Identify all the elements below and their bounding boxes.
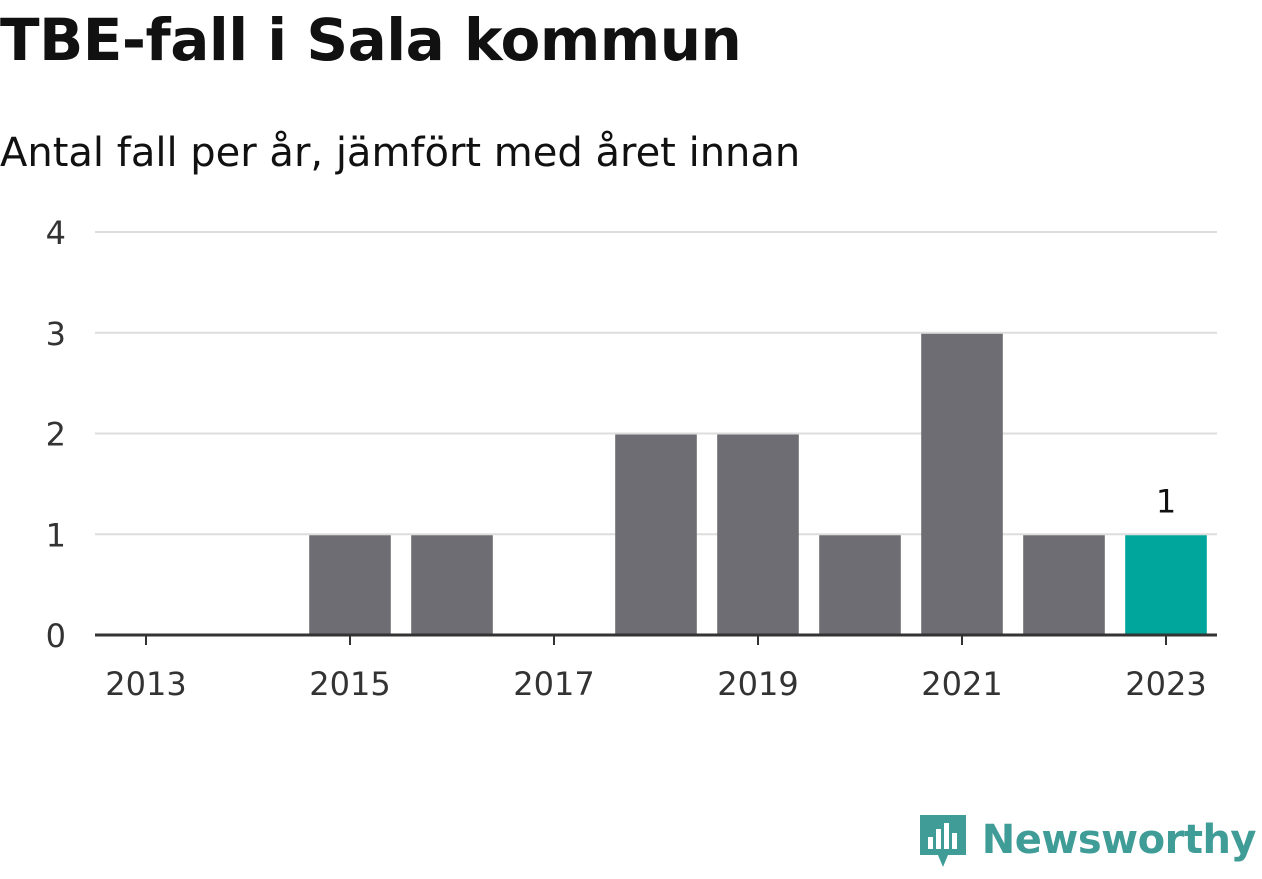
x-tick-label: 2023 bbox=[1125, 665, 1206, 703]
y-tick-label: 1 bbox=[46, 516, 66, 554]
bar bbox=[1125, 535, 1207, 635]
bar bbox=[819, 535, 901, 635]
x-tick-label: 2015 bbox=[309, 665, 390, 703]
bar bbox=[615, 434, 697, 635]
newsworthy-logo-icon bbox=[919, 815, 966, 867]
bar bbox=[717, 434, 799, 635]
brand-name: Newsworthy bbox=[981, 817, 1257, 863]
y-tick-label: 0 bbox=[46, 617, 66, 655]
chart-subtitle: Antal fall per år, jämfört med året inna… bbox=[0, 130, 801, 176]
bar bbox=[1023, 535, 1105, 635]
bar bbox=[309, 535, 391, 635]
x-tick-label: 2017 bbox=[513, 665, 594, 703]
x-tick-label: 2019 bbox=[717, 665, 798, 703]
brand-logo: Newsworthy bbox=[918, 811, 1257, 869]
bar-data-label: 1 bbox=[1156, 482, 1176, 520]
bar-chart: 0 1 2 3 4 1 2013 2015 2017 2019 2021 2023 bbox=[46, 214, 1217, 703]
x-tick-label: 2013 bbox=[105, 665, 186, 703]
bar bbox=[411, 535, 493, 635]
x-tick-label: 2021 bbox=[921, 665, 1002, 703]
y-tick-label: 4 bbox=[46, 214, 66, 252]
y-tick-label: 3 bbox=[46, 315, 66, 353]
chart-title: TBE-fall i Sala kommun bbox=[0, 6, 742, 74]
bar bbox=[921, 333, 1003, 635]
y-tick-label: 2 bbox=[46, 416, 66, 454]
